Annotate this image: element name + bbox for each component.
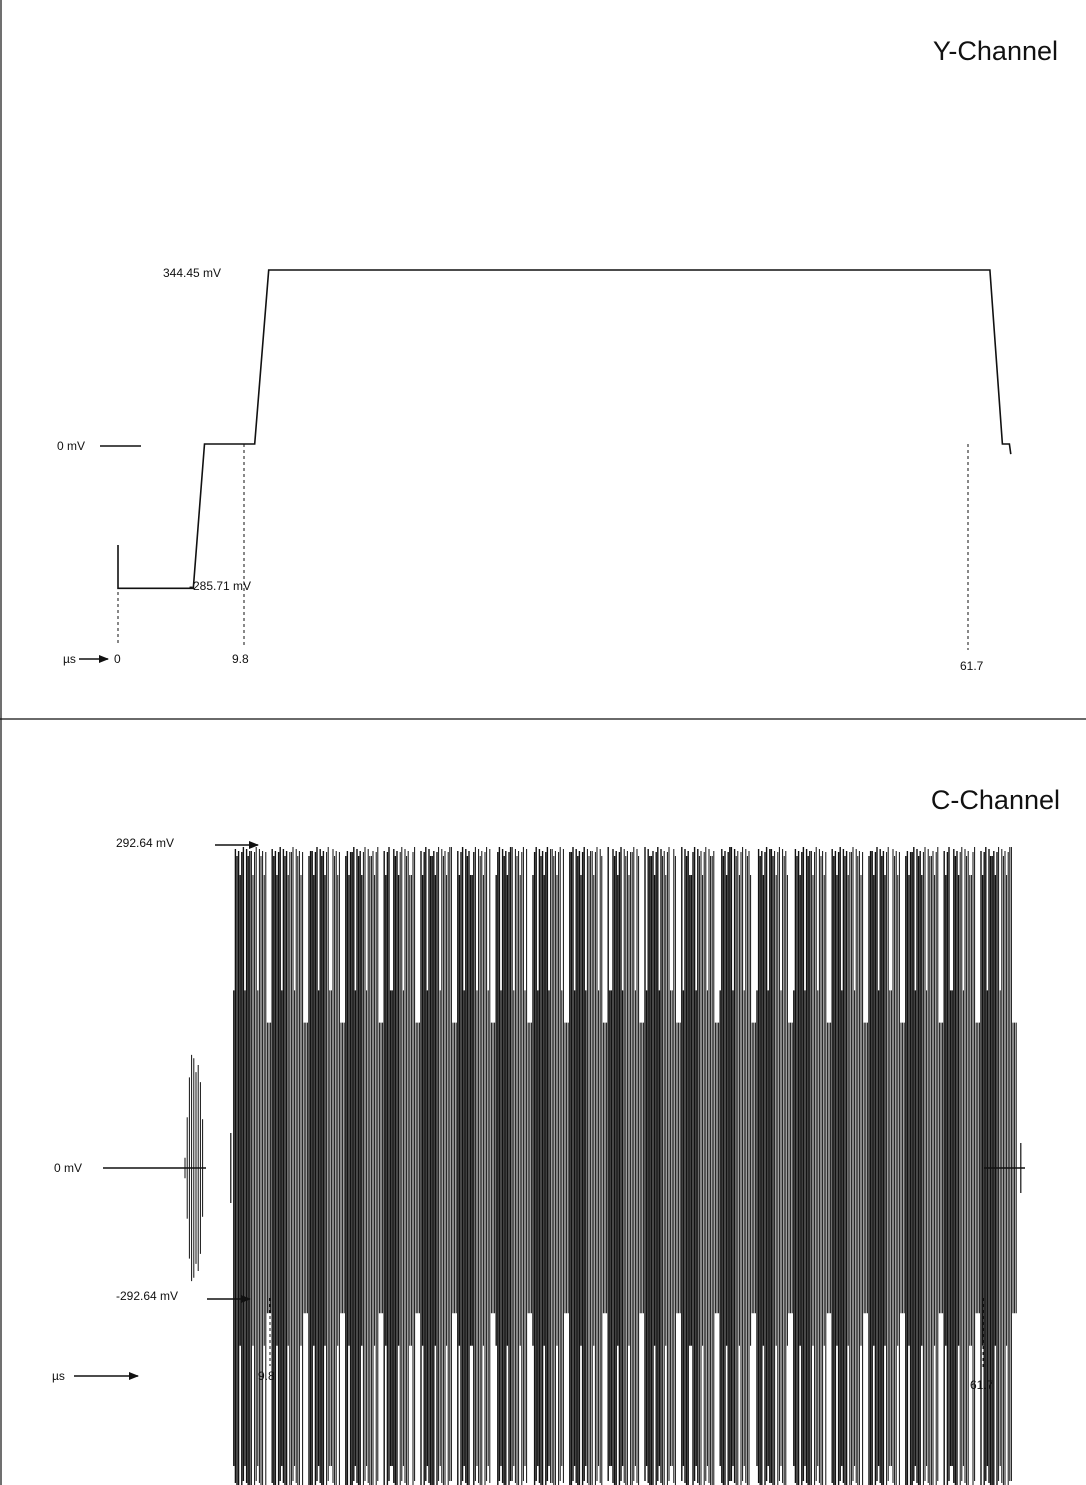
y-channel-title: Y-Channel	[933, 36, 1058, 66]
c-zero-label: 0 mV	[54, 1161, 82, 1175]
y-sync-label: -285.71 mV	[189, 579, 251, 593]
y-channel-panel: Y-Channel 344.45 mV 0 mV -285.71 mV µs 0…	[57, 36, 1058, 673]
y-time-0: 0	[114, 652, 121, 666]
y-zero-label: 0 mV	[57, 439, 85, 453]
c-time-61-7: 61.7	[970, 1378, 994, 1392]
c-channel-title: C-Channel	[931, 785, 1060, 815]
c-neg-label: -292.64 mV	[116, 1289, 178, 1303]
y-time-61-7: 61.7	[960, 659, 984, 673]
y-peak-label: 344.45 mV	[163, 266, 221, 280]
c-unit-label: µs	[52, 1369, 65, 1383]
y-time-9-8: 9.8	[232, 652, 249, 666]
c-channel-panel: C-Channel 292.64 mV 0 mV -292.64 mV µs 9…	[52, 785, 1060, 1485]
c-channel-waveform	[184, 847, 1022, 1485]
c-pos-label: 292.64 mV	[116, 836, 174, 850]
y-unit-label: µs	[63, 652, 76, 666]
c-time-9-8: 9.8	[258, 1369, 275, 1383]
y-channel-waveform	[117, 269, 1012, 590]
